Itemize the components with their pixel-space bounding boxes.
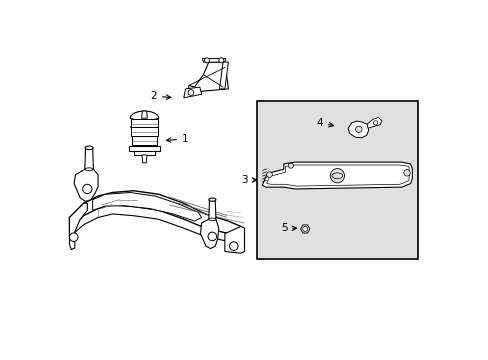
Circle shape <box>288 163 293 168</box>
Polygon shape <box>262 162 411 189</box>
Circle shape <box>373 121 377 125</box>
Circle shape <box>403 170 409 176</box>
Circle shape <box>329 168 344 183</box>
Polygon shape <box>131 136 157 145</box>
Polygon shape <box>200 219 218 249</box>
Circle shape <box>355 126 361 132</box>
Polygon shape <box>208 200 216 219</box>
Polygon shape <box>69 203 87 249</box>
Polygon shape <box>266 165 408 186</box>
Polygon shape <box>224 226 244 253</box>
Circle shape <box>82 184 92 194</box>
Circle shape <box>229 242 238 250</box>
Polygon shape <box>187 62 228 93</box>
Circle shape <box>302 226 307 231</box>
Polygon shape <box>300 225 309 233</box>
Ellipse shape <box>85 146 93 150</box>
Polygon shape <box>142 155 147 163</box>
Bar <box>257 102 417 258</box>
Ellipse shape <box>208 218 216 221</box>
Text: 5: 5 <box>280 223 296 233</box>
Circle shape <box>204 58 209 63</box>
Circle shape <box>218 58 224 63</box>
Polygon shape <box>142 111 147 118</box>
Circle shape <box>207 232 216 241</box>
Polygon shape <box>347 121 368 138</box>
Text: 3: 3 <box>241 175 256 185</box>
Ellipse shape <box>331 173 342 179</box>
Polygon shape <box>134 152 155 155</box>
Polygon shape <box>202 59 225 62</box>
Ellipse shape <box>85 168 93 171</box>
Text: 2: 2 <box>150 91 170 101</box>
Circle shape <box>266 172 272 177</box>
Polygon shape <box>367 117 381 128</box>
Polygon shape <box>74 169 98 202</box>
Circle shape <box>69 233 78 242</box>
Text: 4: 4 <box>316 118 333 128</box>
Circle shape <box>188 90 193 95</box>
Polygon shape <box>69 205 241 244</box>
Polygon shape <box>131 127 157 136</box>
Polygon shape <box>129 146 160 152</box>
Polygon shape <box>93 193 201 221</box>
Polygon shape <box>69 191 241 237</box>
Ellipse shape <box>208 198 216 201</box>
Polygon shape <box>219 62 228 89</box>
Polygon shape <box>131 118 158 127</box>
Polygon shape <box>130 111 159 127</box>
Polygon shape <box>84 148 93 169</box>
Polygon shape <box>183 87 201 98</box>
Text: 1: 1 <box>166 134 188 144</box>
